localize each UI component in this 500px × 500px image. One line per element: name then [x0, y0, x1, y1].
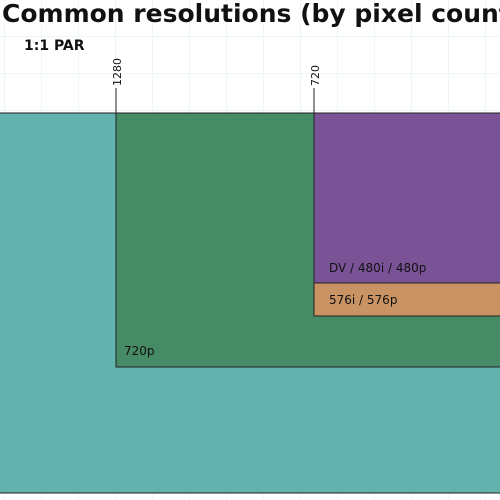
region-label: DV / 480i / 480p: [329, 261, 426, 275]
marker-label: 1280: [111, 58, 124, 86]
subtitle: 1:1 PAR: [24, 38, 85, 54]
marker-label: 720: [309, 65, 322, 86]
title: Common resolutions (by pixel count): [2, 0, 500, 28]
region-label: 720p: [124, 344, 155, 358]
region-576: [313, 282, 500, 317]
region-480: [313, 112, 500, 284]
region-label: 576i / 576p: [329, 293, 397, 307]
